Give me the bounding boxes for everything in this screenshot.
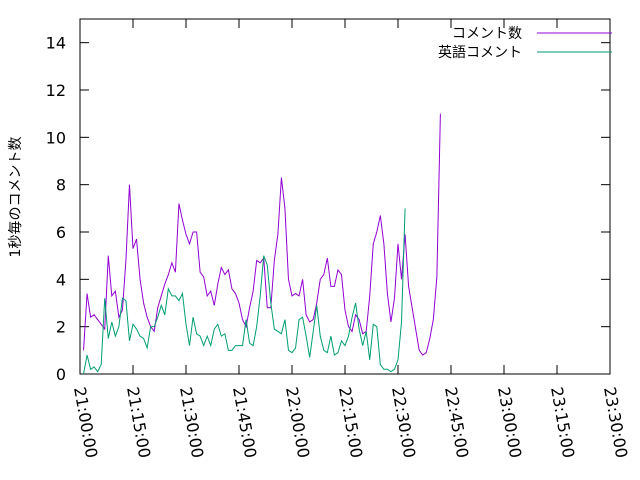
y-tick-label: 10: [46, 128, 66, 147]
x-tick-label: 22:30:00: [388, 385, 419, 459]
series-layer: [83, 113, 441, 375]
x-tick-label: 21:30:00: [176, 385, 207, 459]
x-axis-ticks: 21:00:00 21:15:00 21:30:00 21:45:00 22:00:00…: [70, 19, 631, 459]
series-line-1: [83, 208, 406, 375]
plot-frame: [79, 18, 611, 375]
x-tick-label: 23:30:00: [600, 385, 631, 459]
x-tick-label: 22:15:00: [335, 385, 366, 459]
x-tick-label: 23:00:00: [494, 385, 525, 459]
x-tick-label: 21:45:00: [229, 385, 260, 459]
x-tick-label: 21:00:00: [70, 385, 101, 459]
legend-label-1: 英語コメント: [438, 44, 522, 61]
y-tick-label: 12: [46, 81, 66, 100]
x-tick-label: 23:15:00: [547, 385, 578, 459]
y-tick-label: 14: [46, 34, 66, 53]
y-tick-label: 8: [56, 176, 66, 195]
plot-area: [79, 18, 611, 375]
y-tick-label: 2: [56, 318, 66, 337]
x-tick-label: 22:00:00: [282, 385, 313, 459]
legend-label-0: コメント数: [452, 26, 522, 42]
x-tick-label: 22:45:00: [441, 385, 472, 459]
series-line-0: [83, 113, 441, 356]
y-tick-label: 0: [56, 365, 66, 384]
y-axis-label: 1秒毎のコメント数: [8, 137, 24, 258]
y-tick-label: 6: [56, 223, 66, 242]
y-axis-ticks: 0 2 4 6 8 10 12 14: [46, 34, 610, 384]
x-tick-label: 21:15:00: [123, 385, 154, 459]
y-tick-label: 4: [56, 270, 66, 289]
